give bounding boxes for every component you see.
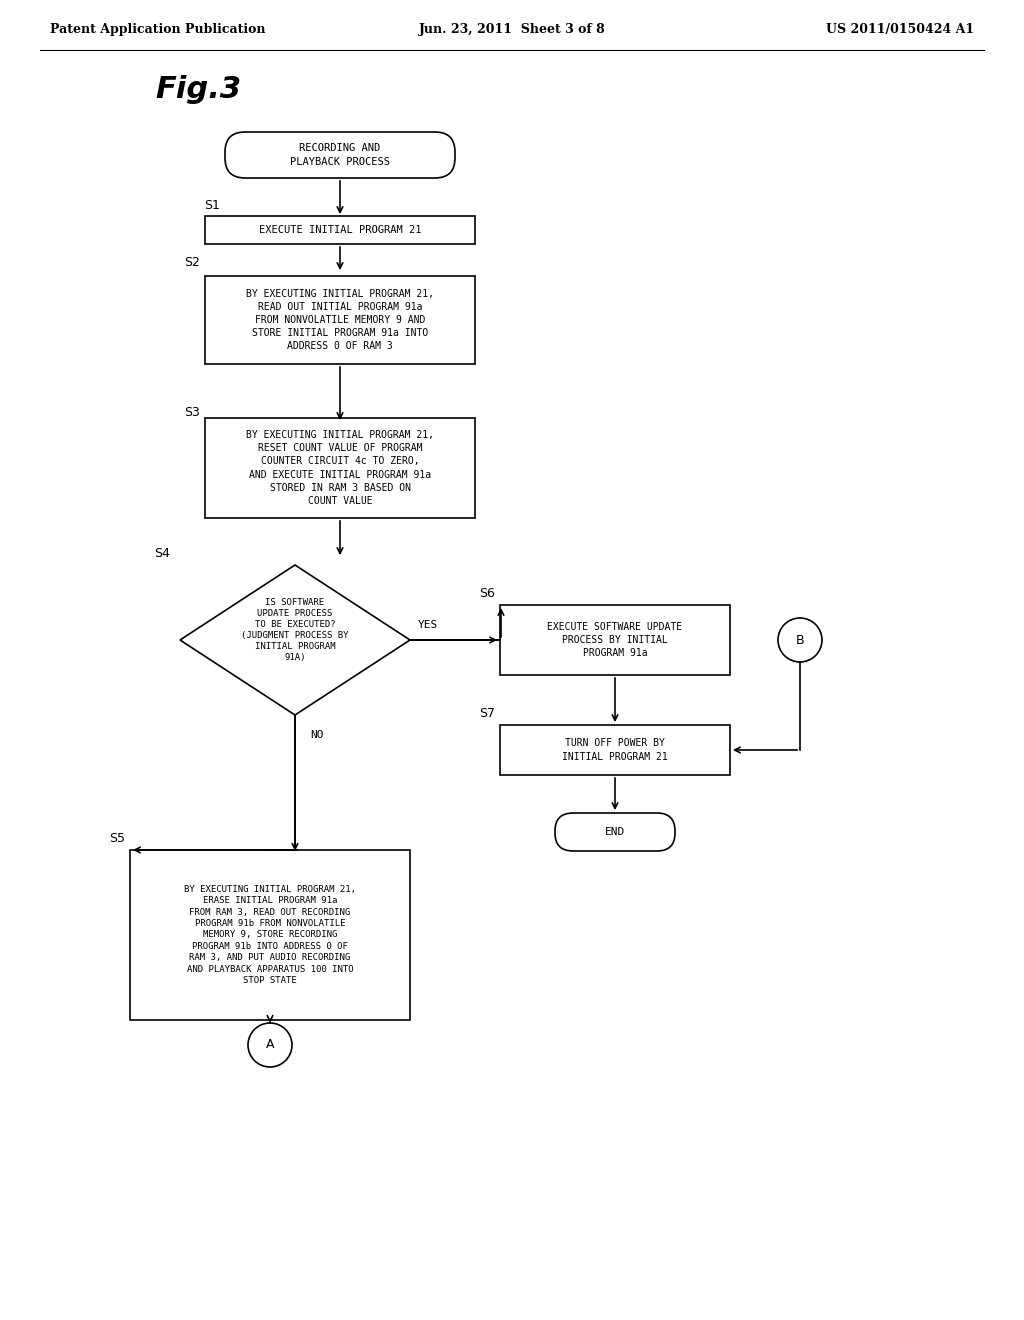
Text: Patent Application Publication: Patent Application Publication	[50, 24, 265, 37]
Text: S4: S4	[155, 546, 170, 560]
Text: YES: YES	[418, 620, 438, 630]
Text: Fig.3: Fig.3	[155, 75, 241, 104]
Text: BY EXECUTING INITIAL PROGRAM 21,
RESET COUNT VALUE OF PROGRAM
COUNTER CIRCUIT 4c: BY EXECUTING INITIAL PROGRAM 21, RESET C…	[246, 430, 434, 506]
Text: NO: NO	[310, 730, 324, 741]
Text: END: END	[605, 828, 625, 837]
Text: EXECUTE SOFTWARE UPDATE
PROCESS BY INITIAL
PROGRAM 91a: EXECUTE SOFTWARE UPDATE PROCESS BY INITI…	[548, 622, 683, 659]
Text: IS SOFTWARE
UPDATE PROCESS
TO BE EXECUTED?
(JUDGMENT PROCESS BY
INITIAL PROGRAM
: IS SOFTWARE UPDATE PROCESS TO BE EXECUTE…	[242, 598, 349, 663]
Text: BY EXECUTING INITIAL PROGRAM 21,
ERASE INITIAL PROGRAM 91a
FROM RAM 3, READ OUT : BY EXECUTING INITIAL PROGRAM 21, ERASE I…	[184, 884, 356, 985]
Bar	[205, 216, 475, 244]
FancyBboxPatch shape	[555, 813, 675, 851]
Text: US 2011/0150424 A1: US 2011/0150424 A1	[826, 24, 974, 37]
Bar	[205, 418, 475, 517]
Text: A: A	[266, 1039, 274, 1052]
Text: B: B	[796, 634, 804, 647]
Text: S5: S5	[109, 832, 125, 845]
Text: S3: S3	[184, 407, 200, 418]
Bar	[500, 605, 730, 675]
Bar	[205, 276, 475, 364]
Polygon shape	[180, 565, 410, 715]
Circle shape	[248, 1023, 292, 1067]
Bar	[130, 850, 410, 1020]
FancyBboxPatch shape	[225, 132, 455, 178]
Text: S1: S1	[204, 199, 220, 213]
Text: Jun. 23, 2011  Sheet 3 of 8: Jun. 23, 2011 Sheet 3 of 8	[419, 24, 605, 37]
Text: S7: S7	[479, 708, 495, 719]
Text: BY EXECUTING INITIAL PROGRAM 21,
READ OUT INITIAL PROGRAM 91a
FROM NONVOLATILE M: BY EXECUTING INITIAL PROGRAM 21, READ OU…	[246, 289, 434, 351]
Text: S6: S6	[479, 587, 495, 601]
Text: EXECUTE INITIAL PROGRAM 21: EXECUTE INITIAL PROGRAM 21	[259, 224, 421, 235]
Text: RECORDING AND
PLAYBACK PROCESS: RECORDING AND PLAYBACK PROCESS	[290, 144, 390, 166]
Bar	[500, 725, 730, 775]
Circle shape	[778, 618, 822, 663]
Text: TURN OFF POWER BY
INITIAL PROGRAM 21: TURN OFF POWER BY INITIAL PROGRAM 21	[562, 738, 668, 762]
Text: S2: S2	[184, 256, 200, 269]
